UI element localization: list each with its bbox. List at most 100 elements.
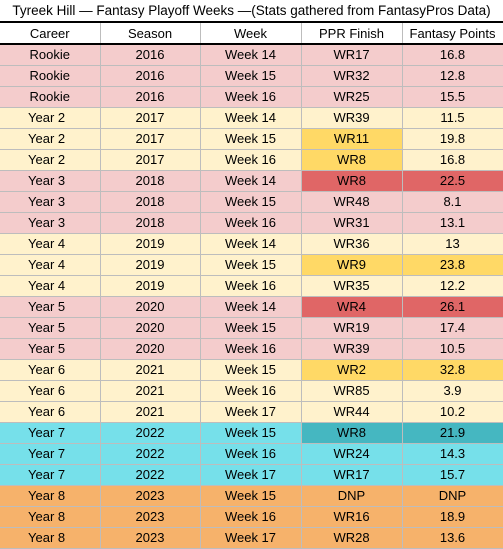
cell-ppr-finish[interactable]: WR32 bbox=[301, 65, 403, 87]
cell-season[interactable]: 2022 bbox=[100, 422, 201, 444]
cell-ppr-finish[interactable]: WR17 bbox=[301, 464, 403, 486]
cell-fantasy-points[interactable]: 10.2 bbox=[402, 401, 503, 423]
cell-season[interactable]: 2021 bbox=[100, 359, 201, 381]
cell-fantasy-points[interactable]: 13 bbox=[402, 233, 503, 255]
cell-ppr-finish[interactable]: WR2 bbox=[301, 359, 403, 381]
cell-career[interactable]: Year 3 bbox=[0, 212, 101, 234]
cell-week[interactable]: Week 15 bbox=[200, 422, 302, 444]
cell-fantasy-points[interactable]: DNP bbox=[402, 485, 503, 507]
cell-season[interactable]: 2017 bbox=[100, 128, 201, 150]
cell-week[interactable]: Week 15 bbox=[200, 65, 302, 87]
cell-career[interactable]: Year 2 bbox=[0, 107, 101, 129]
cell-season[interactable]: 2020 bbox=[100, 317, 201, 339]
cell-fantasy-points[interactable]: 26.1 bbox=[402, 296, 503, 318]
cell-ppr-finish[interactable]: DNP bbox=[301, 485, 403, 507]
cell-career[interactable]: Year 8 bbox=[0, 485, 101, 507]
cell-career[interactable]: Year 8 bbox=[0, 527, 101, 549]
cell-week[interactable]: Week 16 bbox=[200, 443, 302, 465]
cell-career[interactable]: Year 2 bbox=[0, 128, 101, 150]
cell-season[interactable]: 2016 bbox=[100, 44, 201, 66]
cell-career[interactable]: Year 7 bbox=[0, 464, 101, 486]
cell-season[interactable]: 2016 bbox=[100, 86, 201, 108]
cell-career[interactable]: Year 6 bbox=[0, 401, 101, 423]
cell-career[interactable]: Year 6 bbox=[0, 359, 101, 381]
cell-ppr-finish[interactable]: WR11 bbox=[301, 128, 403, 150]
cell-fantasy-points[interactable]: 12.8 bbox=[402, 65, 503, 87]
cell-career[interactable]: Rookie bbox=[0, 86, 101, 108]
cell-career[interactable]: Rookie bbox=[0, 65, 101, 87]
cell-ppr-finish[interactable]: WR44 bbox=[301, 401, 403, 423]
cell-week[interactable]: Week 16 bbox=[200, 338, 302, 360]
cell-ppr-finish[interactable]: WR16 bbox=[301, 506, 403, 528]
cell-fantasy-points[interactable]: 16.8 bbox=[402, 44, 503, 66]
cell-season[interactable]: 2018 bbox=[100, 191, 201, 213]
cell-fantasy-points[interactable]: 19.8 bbox=[402, 128, 503, 150]
cell-fantasy-points[interactable]: 22.5 bbox=[402, 170, 503, 192]
cell-career[interactable]: Year 6 bbox=[0, 380, 101, 402]
cell-season[interactable]: 2023 bbox=[100, 506, 201, 528]
cell-ppr-finish[interactable]: WR35 bbox=[301, 275, 403, 297]
cell-career[interactable]: Year 5 bbox=[0, 296, 101, 318]
cell-week[interactable]: Week 14 bbox=[200, 170, 302, 192]
cell-week[interactable]: Week 16 bbox=[200, 275, 302, 297]
cell-week[interactable]: Week 15 bbox=[200, 128, 302, 150]
cell-season[interactable]: 2017 bbox=[100, 149, 201, 171]
cell-ppr-finish[interactable]: WR9 bbox=[301, 254, 403, 276]
cell-ppr-finish[interactable]: WR31 bbox=[301, 212, 403, 234]
cell-ppr-finish[interactable]: WR24 bbox=[301, 443, 403, 465]
header-ppr-finish[interactable]: PPR Finish bbox=[301, 23, 403, 45]
cell-career[interactable]: Year 7 bbox=[0, 443, 101, 465]
cell-ppr-finish[interactable]: WR8 bbox=[301, 170, 403, 192]
cell-week[interactable]: Week 16 bbox=[200, 86, 302, 108]
cell-ppr-finish[interactable]: WR4 bbox=[301, 296, 403, 318]
cell-career[interactable]: Rookie bbox=[0, 44, 101, 66]
cell-week[interactable]: Week 14 bbox=[200, 107, 302, 129]
cell-career[interactable]: Year 3 bbox=[0, 170, 101, 192]
cell-season[interactable]: 2022 bbox=[100, 464, 201, 486]
cell-week[interactable]: Week 15 bbox=[200, 191, 302, 213]
cell-week[interactable]: Week 16 bbox=[200, 149, 302, 171]
cell-ppr-finish[interactable]: WR8 bbox=[301, 422, 403, 444]
cell-season[interactable]: 2023 bbox=[100, 485, 201, 507]
cell-season[interactable]: 2021 bbox=[100, 401, 201, 423]
cell-fantasy-points[interactable]: 32.8 bbox=[402, 359, 503, 381]
header-career[interactable]: Career bbox=[0, 23, 101, 45]
cell-week[interactable]: Week 16 bbox=[200, 506, 302, 528]
cell-career[interactable]: Year 4 bbox=[0, 275, 101, 297]
cell-season[interactable]: 2018 bbox=[100, 212, 201, 234]
cell-fantasy-points[interactable]: 3.9 bbox=[402, 380, 503, 402]
cell-career[interactable]: Year 3 bbox=[0, 191, 101, 213]
cell-week[interactable]: Week 17 bbox=[200, 401, 302, 423]
cell-ppr-finish[interactable]: WR48 bbox=[301, 191, 403, 213]
cell-season[interactable]: 2021 bbox=[100, 380, 201, 402]
cell-career[interactable]: Year 5 bbox=[0, 338, 101, 360]
cell-fantasy-points[interactable]: 21.9 bbox=[402, 422, 503, 444]
cell-ppr-finish[interactable]: WR85 bbox=[301, 380, 403, 402]
cell-ppr-finish[interactable]: WR36 bbox=[301, 233, 403, 255]
cell-career[interactable]: Year 7 bbox=[0, 422, 101, 444]
cell-ppr-finish[interactable]: WR28 bbox=[301, 527, 403, 549]
cell-season[interactable]: 2017 bbox=[100, 107, 201, 129]
cell-fantasy-points[interactable]: 11.5 bbox=[402, 107, 503, 129]
cell-week[interactable]: Week 15 bbox=[200, 317, 302, 339]
cell-fantasy-points[interactable]: 18.9 bbox=[402, 506, 503, 528]
cell-fantasy-points[interactable]: 15.5 bbox=[402, 86, 503, 108]
cell-season[interactable]: 2019 bbox=[100, 233, 201, 255]
cell-week[interactable]: Week 14 bbox=[200, 296, 302, 318]
cell-season[interactable]: 2019 bbox=[100, 254, 201, 276]
cell-season[interactable]: 2023 bbox=[100, 527, 201, 549]
cell-career[interactable]: Year 8 bbox=[0, 506, 101, 528]
header-week[interactable]: Week bbox=[200, 23, 302, 45]
cell-fantasy-points[interactable]: 23.8 bbox=[402, 254, 503, 276]
cell-career[interactable]: Year 5 bbox=[0, 317, 101, 339]
cell-fantasy-points[interactable]: 14.3 bbox=[402, 443, 503, 465]
cell-week[interactable]: Week 16 bbox=[200, 380, 302, 402]
cell-week[interactable]: Week 15 bbox=[200, 254, 302, 276]
cell-fantasy-points[interactable]: 8.1 bbox=[402, 191, 503, 213]
cell-season[interactable]: 2016 bbox=[100, 65, 201, 87]
cell-season[interactable]: 2020 bbox=[100, 296, 201, 318]
cell-fantasy-points[interactable]: 16.8 bbox=[402, 149, 503, 171]
cell-week[interactable]: Week 15 bbox=[200, 485, 302, 507]
cell-season[interactable]: 2019 bbox=[100, 275, 201, 297]
cell-ppr-finish[interactable]: WR25 bbox=[301, 86, 403, 108]
